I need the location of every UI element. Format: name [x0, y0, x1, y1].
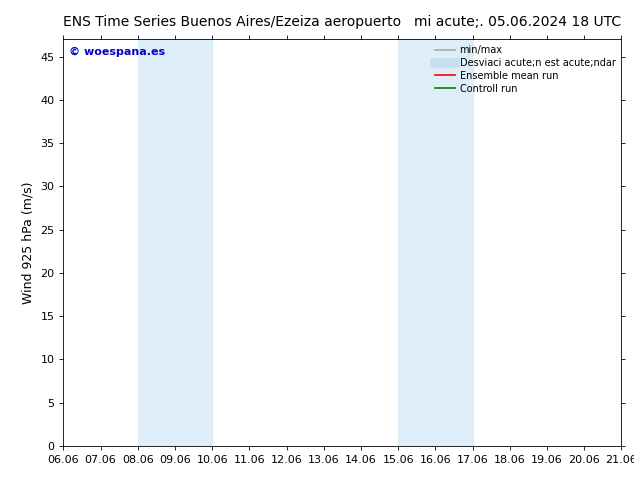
Legend: min/max, Desviaci acute;n est acute;ndar, Ensemble mean run, Controll run: min/max, Desviaci acute;n est acute;ndar… — [431, 41, 619, 98]
Text: ENS Time Series Buenos Aires/Ezeiza aeropuerto: ENS Time Series Buenos Aires/Ezeiza aero… — [63, 15, 401, 29]
Bar — [398, 39, 472, 446]
Text: mi acute;. 05.06.2024 18 UTC: mi acute;. 05.06.2024 18 UTC — [414, 15, 621, 29]
Bar — [138, 39, 212, 446]
Text: © woespana.es: © woespana.es — [69, 48, 165, 57]
Y-axis label: Wind 925 hPa (m/s): Wind 925 hPa (m/s) — [22, 181, 35, 304]
